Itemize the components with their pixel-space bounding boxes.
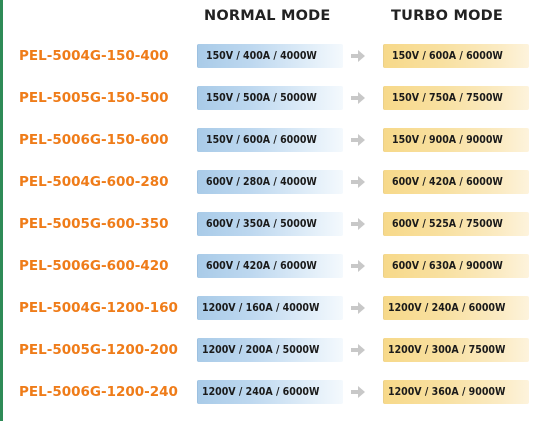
- arrow-right-icon: [351, 176, 365, 188]
- table-row: PEL-5006G-1200-240 1200V / 240A / 6000W …: [0, 378, 533, 420]
- model-name: PEL-5006G-1200-240: [19, 384, 178, 400]
- table-row: PEL-5006G-150-600 150V / 600A / 6000W 15…: [0, 126, 533, 168]
- turbo-mode-spec: 150V / 600A / 6000W: [383, 44, 529, 68]
- left-border-rule: [0, 0, 3, 421]
- normal-mode-spec: 150V / 600A / 6000W: [197, 128, 343, 152]
- normal-mode-spec: 150V / 500A / 5000W: [197, 86, 343, 110]
- normal-mode-spec: 600V / 280A / 4000W: [197, 170, 343, 194]
- turbo-mode-spec: 1200V / 240A / 6000W: [383, 296, 529, 320]
- table-row: PEL-5006G-600-420 600V / 420A / 6000W 60…: [0, 252, 533, 294]
- model-name: PEL-5005G-150-500: [19, 90, 169, 106]
- normal-mode-spec: 1200V / 200A / 5000W: [197, 338, 343, 362]
- arrow-right-icon: [351, 386, 365, 398]
- normal-mode-spec: 600V / 350A / 5000W: [197, 212, 343, 236]
- model-name: PEL-5005G-600-350: [19, 216, 169, 232]
- arrow-right-icon: [351, 218, 365, 230]
- model-name: PEL-5004G-150-400: [19, 48, 169, 64]
- turbo-mode-spec: 150V / 750A / 7500W: [383, 86, 529, 110]
- table-row: PEL-5004G-150-400 150V / 400A / 4000W 15…: [0, 42, 533, 84]
- normal-mode-spec: 150V / 400A / 4000W: [197, 44, 343, 68]
- table-row: PEL-5005G-150-500 150V / 500A / 5000W 15…: [0, 84, 533, 126]
- model-name: PEL-5004G-1200-160: [19, 300, 178, 316]
- normal-mode-spec: 1200V / 160A / 4000W: [197, 296, 343, 320]
- model-name: PEL-5006G-150-600: [19, 132, 169, 148]
- normal-mode-spec: 1200V / 240A / 6000W: [197, 380, 343, 404]
- model-name: PEL-5004G-600-280: [19, 174, 169, 190]
- table-row: PEL-5005G-1200-200 1200V / 200A / 5000W …: [0, 336, 533, 378]
- turbo-mode-header: TURBO MODE: [391, 8, 503, 24]
- arrow-right-icon: [351, 344, 365, 356]
- turbo-mode-spec: 1200V / 300A / 7500W: [383, 338, 529, 362]
- arrow-right-icon: [351, 302, 365, 314]
- table-row: PEL-5005G-600-350 600V / 350A / 5000W 60…: [0, 210, 533, 252]
- table-row: PEL-5004G-600-280 600V / 280A / 4000W 60…: [0, 168, 533, 210]
- arrow-right-icon: [351, 134, 365, 146]
- arrow-right-icon: [351, 260, 365, 272]
- model-spec-table: PEL-5004G-150-400 150V / 400A / 4000W 15…: [0, 42, 533, 420]
- table-row: PEL-5004G-1200-160 1200V / 160A / 4000W …: [0, 294, 533, 336]
- turbo-mode-spec: 600V / 525A / 7500W: [383, 212, 529, 236]
- model-name: PEL-5005G-1200-200: [19, 342, 178, 358]
- arrow-right-icon: [351, 50, 365, 62]
- arrow-right-icon: [351, 92, 365, 104]
- turbo-mode-spec: 600V / 420A / 6000W: [383, 170, 529, 194]
- normal-mode-header: NORMAL MODE: [204, 8, 331, 24]
- normal-mode-spec: 600V / 420A / 6000W: [197, 254, 343, 278]
- turbo-mode-spec: 600V / 630A / 9000W: [383, 254, 529, 278]
- model-name: PEL-5006G-600-420: [19, 258, 169, 274]
- turbo-mode-spec: 150V / 900A / 9000W: [383, 128, 529, 152]
- turbo-mode-spec: 1200V / 360A / 9000W: [383, 380, 529, 404]
